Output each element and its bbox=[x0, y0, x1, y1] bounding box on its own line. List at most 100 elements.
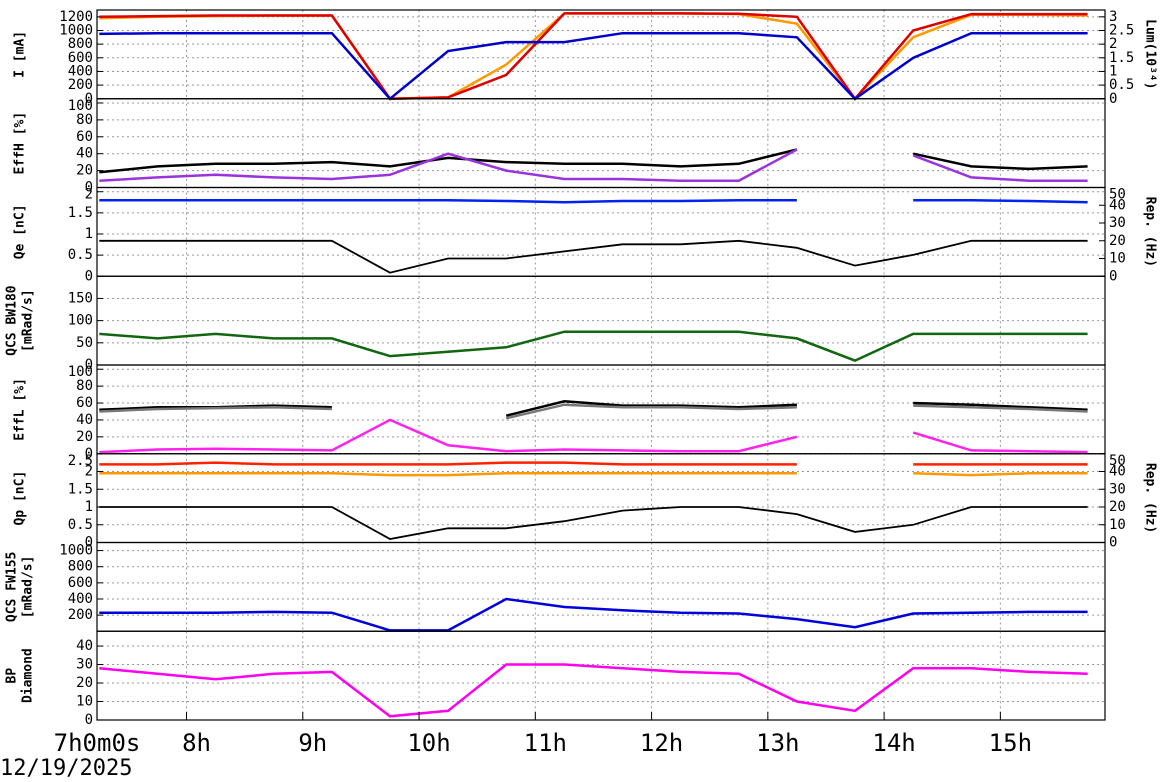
y-tick-label: 1 bbox=[85, 499, 93, 515]
y2-tick-label: 50 bbox=[1109, 453, 1126, 469]
y-tick-label: 1000 bbox=[59, 543, 93, 559]
y2-tick-label: 1.5 bbox=[1109, 50, 1134, 66]
y-tick-label: 600 bbox=[68, 50, 93, 66]
x-tick-label: 8h bbox=[182, 729, 211, 757]
y2-tick-label: 0 bbox=[1109, 268, 1117, 284]
x-tick-label: 13h bbox=[756, 729, 799, 757]
y-tick-label: 0 bbox=[85, 357, 93, 373]
y2-tick-label: 40 bbox=[1109, 464, 1126, 480]
y-axis-label: QCS FW155 bbox=[5, 552, 20, 622]
y-tick-label: 1200 bbox=[59, 9, 93, 25]
y-tick-label: 60 bbox=[76, 395, 93, 411]
series-line bbox=[99, 148, 1088, 182]
y2-tick-label: 40 bbox=[1109, 197, 1126, 213]
y-tick-label: 1000 bbox=[59, 22, 93, 38]
series-line bbox=[99, 461, 1088, 466]
y2-tick-label: 3 bbox=[1109, 9, 1117, 25]
x-tick-label: 10h bbox=[407, 729, 450, 757]
y2-tick-label: 0 bbox=[1109, 535, 1117, 551]
series-line bbox=[99, 12, 1088, 101]
y-tick-label: 100 bbox=[68, 364, 93, 380]
series-line bbox=[99, 663, 1088, 718]
series-line bbox=[99, 506, 1088, 540]
y-tick-label: 20 bbox=[76, 675, 93, 691]
panel-frame bbox=[96, 630, 1106, 721]
y2-axis-label: Rep. (Hz) bbox=[1143, 197, 1158, 267]
y-tick-label: 60 bbox=[76, 129, 93, 145]
y2-tick-label: 2 bbox=[1109, 36, 1117, 52]
panel-frame bbox=[96, 453, 1106, 544]
y2-tick-label: 50 bbox=[1109, 187, 1126, 203]
y2-tick-label: 20 bbox=[1109, 499, 1126, 515]
y-tick-label: 0 bbox=[85, 91, 93, 107]
y-axis-label: QCS BW180 bbox=[5, 285, 20, 356]
y-tick-label: 0 bbox=[85, 446, 93, 462]
panel-frame bbox=[96, 364, 1106, 455]
y-tick-label: 2.5 bbox=[68, 453, 93, 469]
y2-tick-label: 20 bbox=[1109, 233, 1126, 249]
y-tick-label: 80 bbox=[76, 378, 93, 394]
y-axis-label: [mRad/s] bbox=[21, 289, 36, 352]
y-tick-label: 0 bbox=[85, 180, 93, 196]
y-tick-label: 40 bbox=[76, 412, 93, 428]
y-axis-label: Qp [nC] bbox=[13, 471, 28, 526]
y-tick-label: 100 bbox=[68, 98, 93, 114]
y-axis-label: EffL [%] bbox=[13, 378, 28, 441]
series-line bbox=[99, 12, 1088, 101]
y-tick-label: 0.5 bbox=[68, 517, 93, 533]
y2-tick-label: 1 bbox=[1109, 63, 1117, 79]
y-axis-label: [mRad/s] bbox=[21, 556, 36, 619]
y-tick-label: 40 bbox=[76, 638, 93, 654]
y2-tick-label: 10 bbox=[1109, 251, 1126, 267]
y-tick-label: 0 bbox=[85, 712, 93, 728]
series-line bbox=[99, 472, 1088, 477]
panel-frame bbox=[96, 98, 1106, 189]
y2-tick-label: 10 bbox=[1109, 517, 1126, 533]
y-tick-label: 400 bbox=[68, 63, 93, 79]
y-axis-label: Qe [nC] bbox=[13, 204, 28, 259]
series-line bbox=[99, 31, 1088, 101]
series-line bbox=[99, 597, 1088, 632]
y-axis-label: EffH [%] bbox=[13, 112, 28, 175]
y-tick-label: 10 bbox=[76, 694, 93, 710]
series-line bbox=[99, 330, 1088, 362]
y-tick-label: 600 bbox=[68, 575, 93, 591]
y2-tick-label: 30 bbox=[1109, 215, 1126, 231]
y2-axis-label: Rep. (Hz) bbox=[1143, 463, 1158, 533]
series-line bbox=[99, 418, 1088, 454]
y-tick-label: 0.5 bbox=[68, 247, 93, 263]
y-tick-label: 30 bbox=[76, 657, 93, 673]
y-tick-label: 40 bbox=[76, 146, 93, 162]
y2-axis-label: Lum(10³⁴) bbox=[1143, 19, 1158, 89]
x-tick-label: 14h bbox=[872, 729, 915, 757]
y-tick-label: 100 bbox=[68, 313, 93, 329]
y2-tick-label: 0.5 bbox=[1109, 77, 1134, 93]
y-tick-label: 20 bbox=[76, 429, 93, 445]
y-tick-label: 200 bbox=[68, 607, 93, 623]
y-tick-label: 20 bbox=[76, 163, 93, 179]
y2-tick-label: 30 bbox=[1109, 481, 1126, 497]
y-axis-label: Diamond bbox=[21, 648, 36, 703]
y-tick-label: 150 bbox=[68, 290, 93, 306]
y-tick-label: 1 bbox=[85, 226, 93, 242]
y-axis-label: I [mA] bbox=[13, 31, 28, 78]
series-line bbox=[99, 198, 1088, 204]
series-line bbox=[99, 148, 1088, 174]
y-tick-label: 800 bbox=[68, 36, 93, 52]
y-tick-label: 0 bbox=[85, 268, 93, 284]
y2-tick-label: 0 bbox=[1109, 91, 1117, 107]
y2-tick-label: 2.5 bbox=[1109, 22, 1134, 38]
y-tick-label: 1.5 bbox=[68, 205, 93, 221]
y-tick-label: 2 bbox=[85, 187, 93, 203]
y-tick-label: 2 bbox=[85, 464, 93, 480]
y-tick-label: 200 bbox=[68, 77, 93, 93]
x-tick-label: 11h bbox=[524, 729, 567, 757]
series-line bbox=[99, 239, 1088, 274]
x-tick-label: 15h bbox=[989, 729, 1032, 757]
date-label: 12/19/2025 bbox=[0, 756, 132, 781]
x-tick-label: 12h bbox=[640, 729, 683, 757]
y-tick-label: 400 bbox=[68, 591, 93, 607]
y-axis-label: BP bbox=[5, 668, 20, 684]
y-tick-label: 1.5 bbox=[68, 481, 93, 497]
